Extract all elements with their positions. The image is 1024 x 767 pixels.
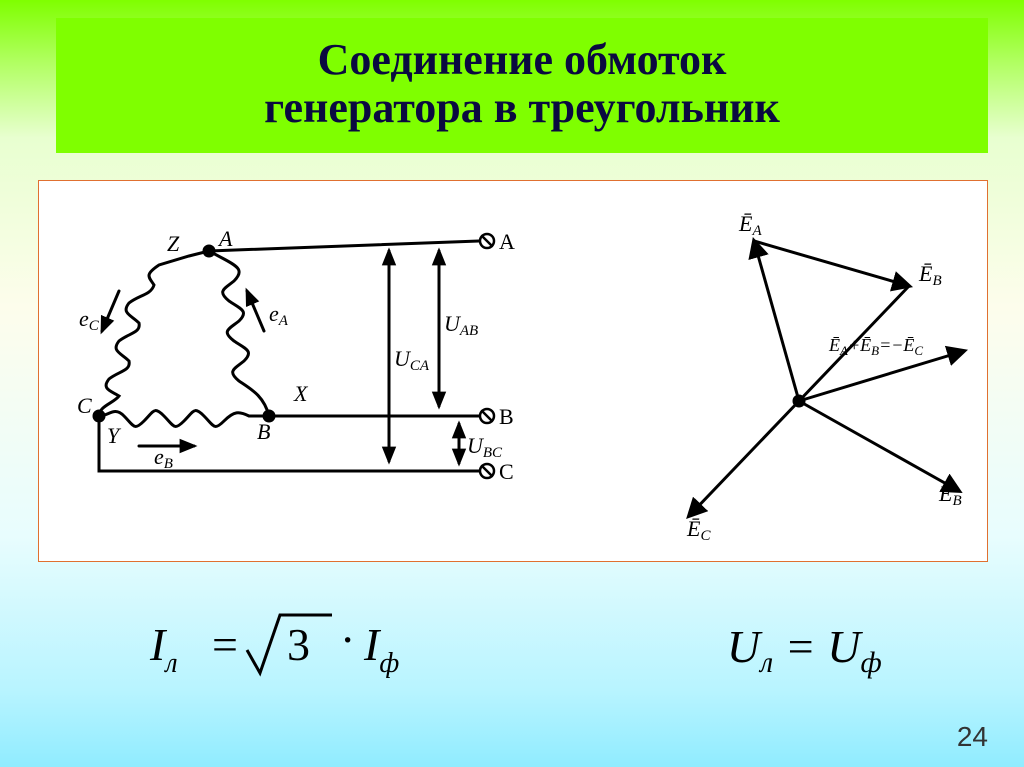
label-node-c: C	[77, 393, 92, 418]
label-vec-ec: ĒC	[686, 516, 711, 544]
label-vec-eb-bot: ĒB	[938, 481, 962, 509]
title-line-1: Соединение обмоток	[318, 35, 727, 84]
diagram-panel: A Z X B C Y A B C eA eB eC UAB UCA UBC	[38, 180, 988, 562]
svg-text:=: =	[212, 619, 238, 670]
label-eb: eB	[154, 444, 173, 472]
winding-ca	[99, 251, 209, 416]
slide: Соединение обмоток генератора в треуголь…	[0, 0, 1024, 767]
label-ubc: UBC	[467, 433, 503, 461]
svg-text:3: 3	[287, 619, 310, 670]
label-ea: eA	[269, 301, 289, 329]
label-vec-ea: ĒA	[738, 211, 762, 239]
label-vec-sum: ĒA+ĒB=−ĒC	[828, 335, 923, 358]
label-terminal-b: B	[499, 404, 514, 429]
diagram-svg: A Z X B C Y A B C eA eB eC UAB UCA UBC	[39, 181, 987, 561]
label-node-a: A	[217, 226, 233, 251]
svg-text:Iф: Iф	[363, 619, 399, 679]
label-node-x: X	[293, 381, 309, 406]
svg-text:·: ·	[340, 614, 355, 665]
formulas-row: Iл = 3 · Iф Uл = Uф	[0, 590, 1024, 710]
label-ec: eC	[79, 306, 100, 334]
winding-bc	[99, 411, 269, 427]
label-terminal-c: C	[499, 459, 514, 484]
formula-voltage: Uл = Uф	[727, 620, 882, 680]
title-line-2: генератора в треугольник	[264, 83, 780, 132]
vec-ec	[689, 401, 799, 516]
vec-sum-ab	[754, 241, 909, 286]
label-uca: UCA	[394, 346, 430, 374]
label-terminal-a: A	[499, 229, 515, 254]
formula-current: Iл = 3 · Iф	[142, 605, 442, 696]
title-box: Соединение обмоток генератора в треуголь…	[56, 18, 988, 153]
label-uab: UAB	[444, 311, 478, 339]
vec-ea	[754, 241, 799, 401]
delta-circuit	[94, 234, 494, 478]
winding-ab	[209, 251, 269, 416]
arrow-ec	[102, 291, 119, 331]
svg-text:Iл: Iл	[149, 619, 178, 679]
label-node-y: Y	[107, 423, 122, 448]
page-number: 24	[957, 721, 988, 753]
arrow-ea	[247, 291, 264, 331]
vec-eb2	[799, 401, 959, 491]
label-node-z: Z	[167, 231, 180, 256]
slide-title: Соединение обмоток генератора в треуголь…	[66, 36, 978, 133]
wire-a	[209, 241, 479, 251]
label-node-b: B	[257, 419, 270, 444]
label-vec-eb-top: ĒB	[918, 261, 942, 289]
